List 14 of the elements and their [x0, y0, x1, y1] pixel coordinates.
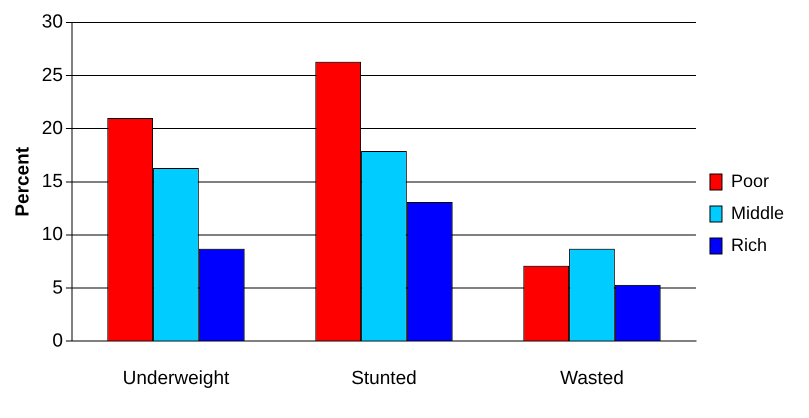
y-axis-title: Percent [12, 146, 34, 217]
x-tick-label: Wasted [560, 368, 624, 389]
x-tick-label: Underweight [122, 368, 230, 389]
legend-label: Poor [730, 170, 770, 191]
y-tick-label: 30 [42, 12, 63, 33]
y-tick-label: 25 [42, 64, 63, 86]
x-tick-label: Stunted [351, 368, 417, 389]
legend-label: Rich [730, 234, 767, 255]
y-tick-label: 0 [52, 330, 63, 352]
y-tick-label: 20 [42, 118, 63, 139]
y-tick-label: 5 [52, 277, 63, 298]
y-tick-label: 15 [42, 171, 63, 192]
y-tick-label: 10 [42, 224, 63, 246]
legend-label: Middle [730, 202, 784, 223]
